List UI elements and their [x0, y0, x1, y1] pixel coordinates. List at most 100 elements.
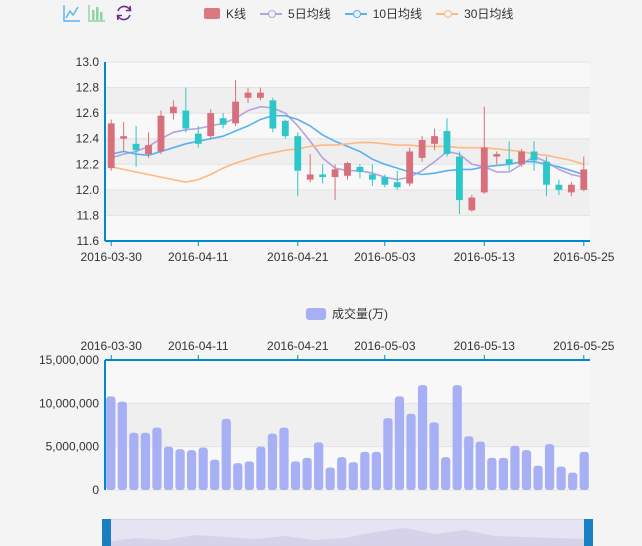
volume-bar	[360, 451, 370, 490]
candle-body	[319, 174, 327, 178]
y-tick-label: 12.4	[76, 132, 100, 146]
legend-label-ma30: 30日均线	[464, 7, 514, 21]
y-tick-label: 11.6	[77, 234, 100, 248]
ma30-swatch	[436, 9, 459, 18]
candle-body	[518, 151, 526, 165]
x-tick-label: 2016-05-13	[454, 339, 516, 353]
candle-body	[530, 151, 538, 161]
volume-bar	[186, 450, 197, 490]
ma10-swatch	[344, 9, 367, 18]
candle-body	[257, 92, 264, 98]
candle-body	[244, 92, 252, 98]
volume-bar	[498, 457, 509, 490]
volume-bar	[429, 422, 439, 490]
volume-bar	[314, 442, 324, 490]
legend-item-ma30[interactable]: 30日均线	[436, 5, 513, 22]
legend-item-kline[interactable]: K线	[204, 5, 246, 22]
y-tick-label: 15,000,000	[39, 353, 99, 367]
volume-bar	[210, 459, 220, 490]
candle-body	[356, 166, 364, 172]
candle-body	[306, 174, 314, 180]
candle-body	[443, 131, 451, 155]
candle-body	[344, 163, 351, 176]
volume-bar	[140, 432, 151, 490]
candle-body	[169, 106, 177, 114]
volume-bar	[521, 450, 532, 490]
bar-chart-icon[interactable]	[87, 3, 107, 23]
x-tick-label: 2016-05-03	[354, 250, 416, 264]
candle-body	[406, 151, 414, 184]
legend-item-ma10[interactable]: 10日均线	[344, 5, 423, 22]
x-tick-label: 2016-04-11	[168, 339, 229, 353]
volume-bar	[221, 418, 231, 490]
data-zoom-handle-left[interactable]	[102, 519, 111, 546]
x-tick-label: 2016-04-21	[267, 339, 329, 353]
volume-bar	[267, 433, 278, 490]
volume-bar	[256, 446, 266, 490]
y-tick-label: 5,000,000	[46, 440, 100, 454]
legend-item-ma5[interactable]: 5日均线	[260, 5, 331, 22]
candle-body	[331, 169, 339, 178]
candle-body	[543, 161, 550, 185]
volume-bar	[452, 385, 462, 490]
volume-bar	[568, 472, 578, 490]
candle-body	[120, 136, 128, 139]
candle-body	[269, 100, 277, 129]
volume-bar	[371, 451, 381, 490]
legend-label-ma10: 10日均线	[372, 7, 423, 21]
candle-body	[456, 156, 463, 201]
y-tick-label: 11.8	[77, 208, 100, 222]
volume-bar	[348, 462, 358, 490]
volume-bar	[152, 427, 162, 490]
legend-item-volume[interactable]: 成交量(万)	[306, 305, 388, 322]
volume-bar	[163, 446, 174, 490]
data-zoom-handle-right[interactable]	[584, 519, 593, 546]
candle-body	[567, 184, 575, 193]
candle-body	[555, 184, 563, 190]
volume-bar	[383, 418, 393, 490]
candle-body	[157, 115, 165, 152]
x-tick-label: 2016-05-13	[454, 250, 516, 264]
y-tick-label: 10,000,000	[39, 396, 99, 410]
legend-bottom: 成交量(万)	[306, 305, 402, 322]
grid-band	[105, 446, 590, 490]
volume-bar	[533, 465, 543, 490]
volume-bar	[579, 451, 589, 490]
grid-band	[105, 87, 590, 114]
ma10-line	[111, 114, 585, 176]
grid-band	[105, 403, 590, 447]
grid-band	[105, 62, 590, 88]
ma5-swatch	[260, 9, 283, 18]
volume-chart: 0 5,000,000 10,000,000 15,000,0002016-03-30…	[39, 339, 615, 497]
y-tick-label: 13.0	[76, 55, 100, 69]
volume-bar	[417, 385, 428, 490]
y-tick-label: 0	[92, 483, 99, 497]
volume-bar	[302, 457, 312, 490]
volume-bar	[325, 467, 335, 490]
candle-body	[107, 123, 115, 169]
y-tick-label: 12.0	[76, 183, 100, 197]
grid-band	[105, 360, 590, 404]
data-zoom-slider[interactable]	[102, 519, 593, 546]
volume-bar	[441, 457, 451, 490]
volume-bar	[106, 396, 116, 490]
volume-bar	[475, 441, 485, 490]
x-tick-label: 2016-03-30	[81, 250, 143, 264]
x-tick-label: 2016-04-11	[168, 250, 229, 264]
candle-body	[145, 145, 152, 155]
legend-label-volume: 成交量(万)	[332, 307, 388, 321]
grid-band	[105, 189, 590, 216]
candle-body	[393, 182, 401, 188]
y-tick-label: 12.8	[76, 81, 100, 95]
line-chart-icon[interactable]	[62, 3, 82, 23]
volume-bar	[244, 461, 254, 490]
candle-body	[207, 113, 215, 137]
volume-bar	[233, 463, 243, 490]
restore-icon[interactable]	[114, 3, 134, 23]
legend-top: K线 5日均线 10日均线 30日均线	[204, 5, 527, 22]
volume-bar	[129, 432, 139, 490]
grid-band	[105, 215, 590, 241]
x-tick-label: 2016-05-25	[553, 339, 615, 353]
volume-bar	[487, 457, 497, 490]
